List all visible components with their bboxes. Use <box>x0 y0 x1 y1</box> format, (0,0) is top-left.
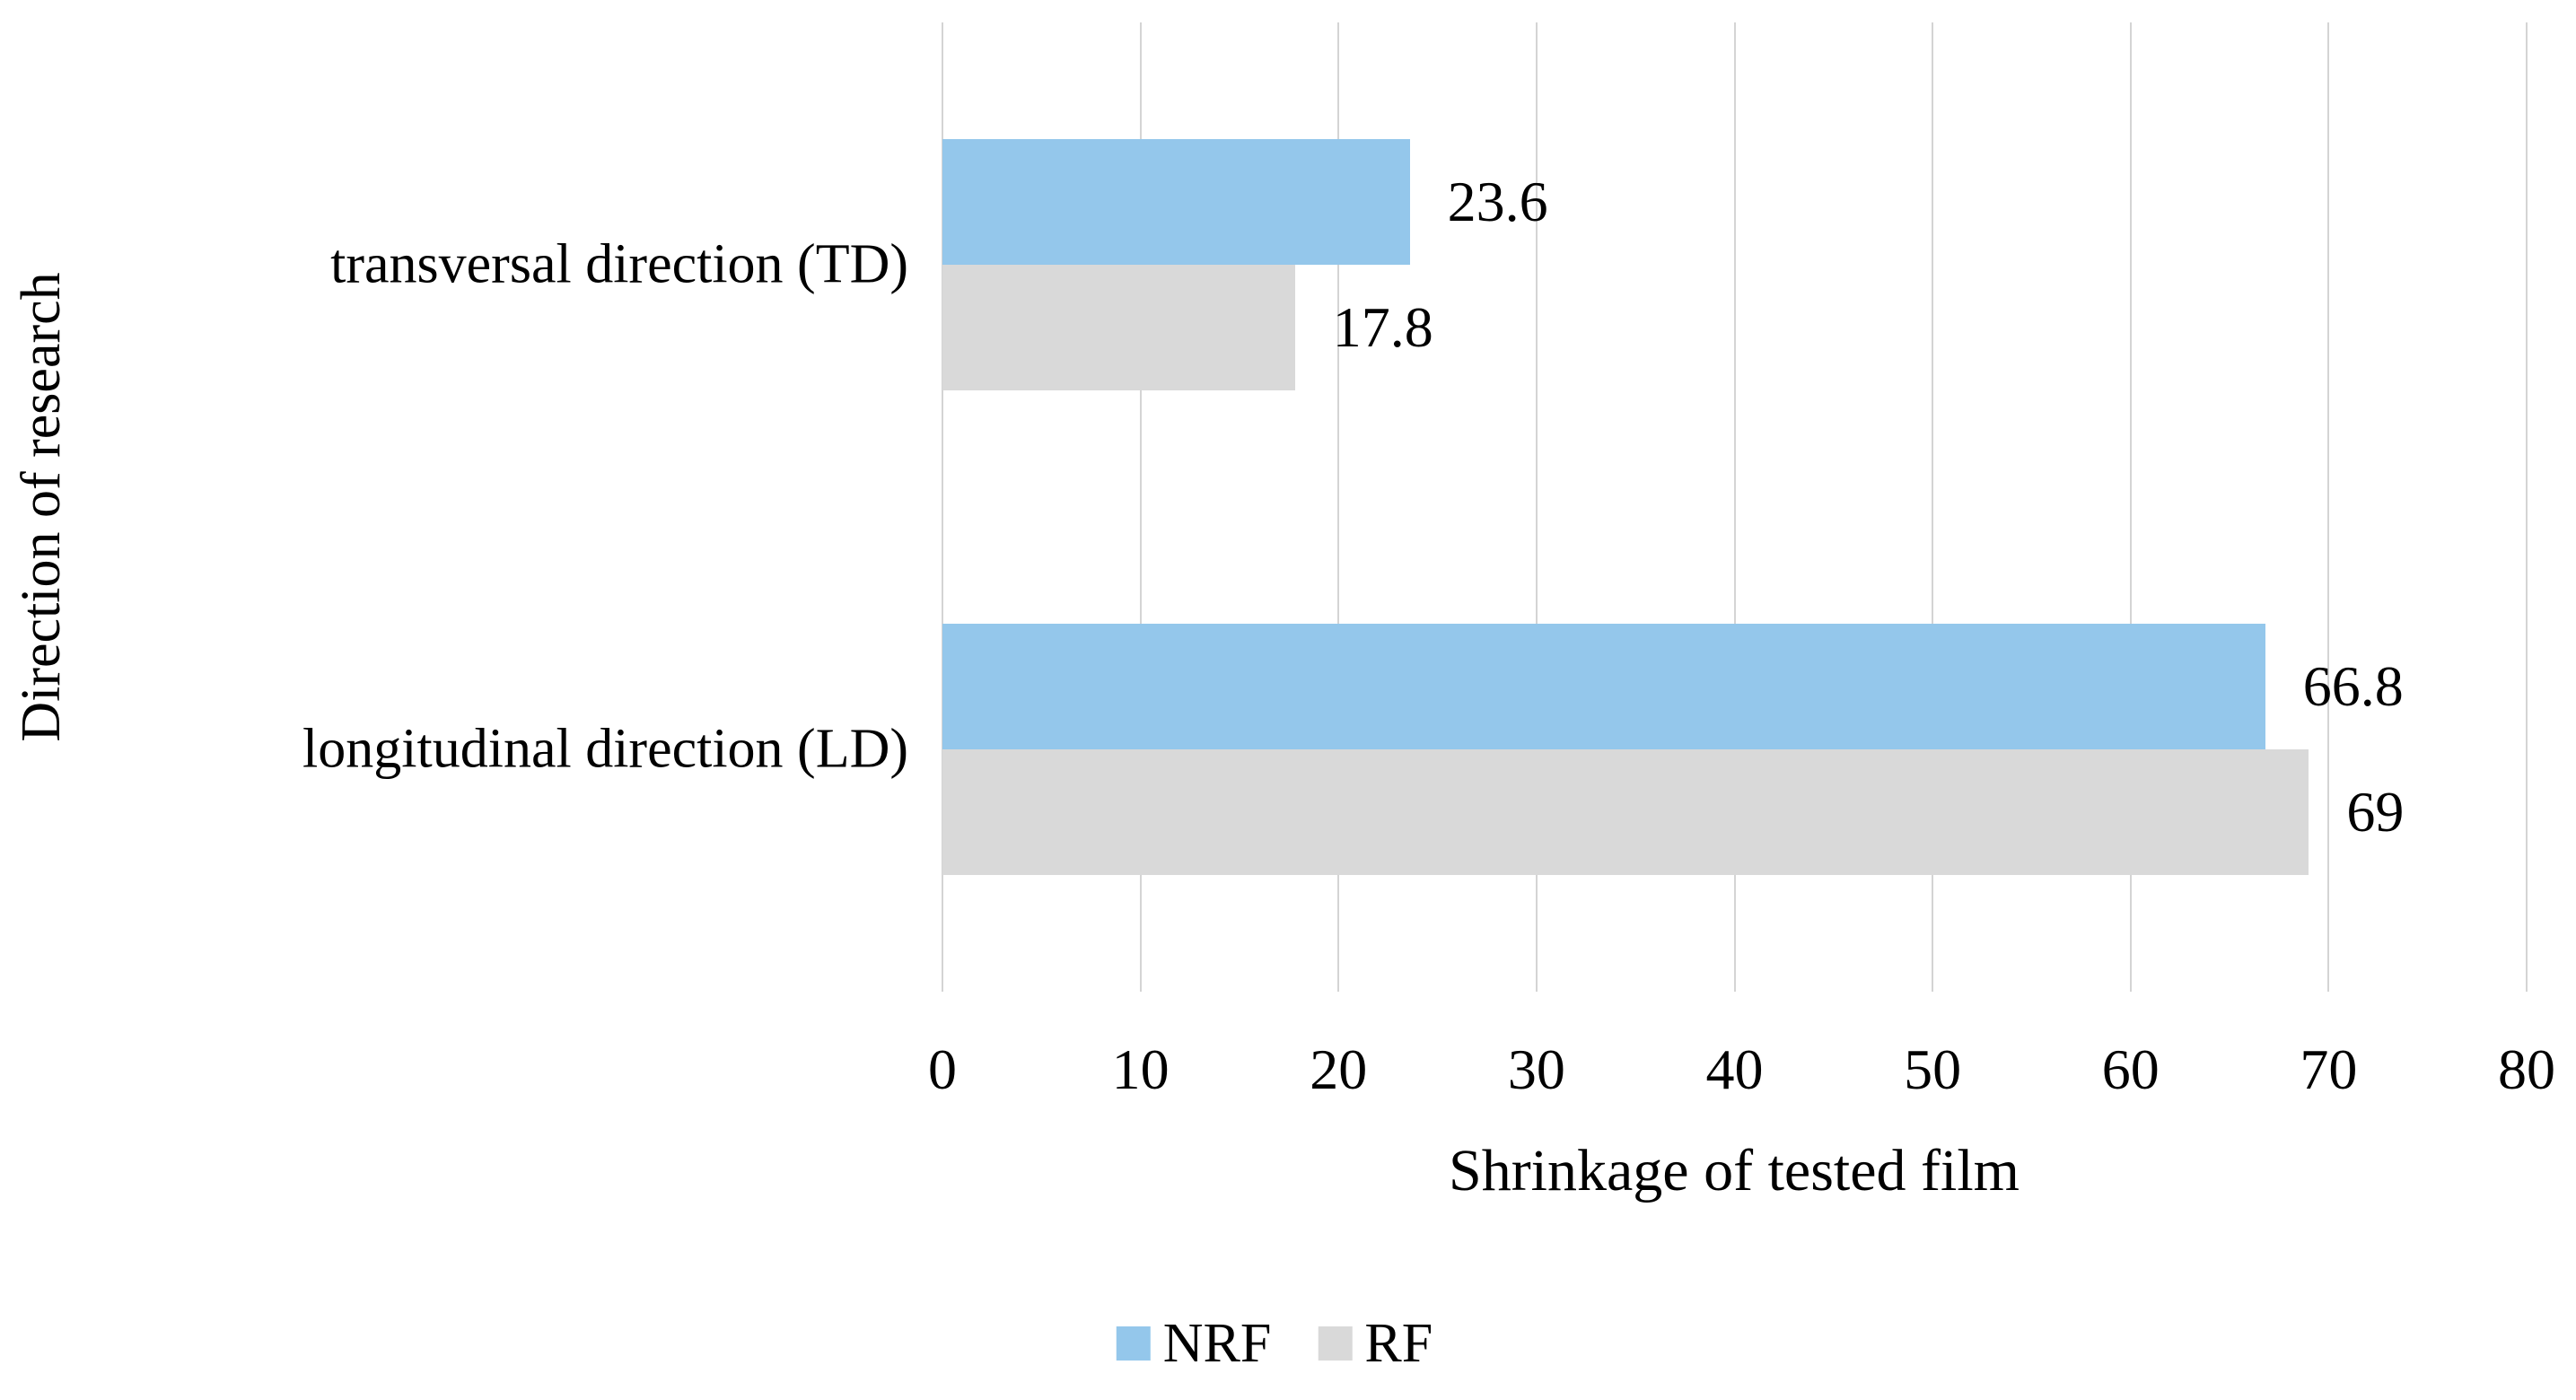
category-label: transversal direction (TD) <box>330 233 908 295</box>
category-label: longitudinal direction (LD) <box>302 718 908 780</box>
legend-label: NRF <box>1162 1313 1272 1374</box>
gridline <box>1139 22 1142 992</box>
legend-swatch-rf <box>1318 1326 1353 1361</box>
x-tick-label: 30 <box>1507 1037 1565 1101</box>
legend-swatch-nrf <box>1116 1326 1151 1361</box>
x-tick-label: 60 <box>2101 1037 2160 1101</box>
legend: NRF RF <box>1116 1313 1433 1374</box>
bar-value-label: 17.8 <box>1332 295 1433 359</box>
gridline <box>2327 22 2330 992</box>
gridline <box>1337 22 1340 992</box>
x-tick-label: 40 <box>1705 1037 1764 1101</box>
gridline <box>1932 22 1934 992</box>
x-tick-label: 10 <box>1111 1037 1170 1101</box>
gridline <box>2526 22 2528 992</box>
bar-value-label: 66.8 <box>2302 654 2404 718</box>
gridline <box>1535 22 1538 992</box>
gridline <box>2129 22 2132 992</box>
x-tick-label: 70 <box>2300 1037 2358 1101</box>
x-tick-label: 20 <box>1310 1037 1368 1101</box>
x-tick-label: 0 <box>928 1037 957 1101</box>
y-axis-title: Direction of research <box>11 272 72 742</box>
legend-entry-nrf: NRF <box>1116 1313 1272 1374</box>
x-tick-label: 50 <box>1904 1037 1962 1101</box>
bar-rf <box>942 749 2309 875</box>
legend-entry-rf: RF <box>1318 1316 1433 1371</box>
x-axis-title: Shrinkage of tested film <box>1448 1138 2020 1203</box>
bar-nrf <box>942 139 1410 265</box>
legend-label: RF <box>1364 1313 1433 1374</box>
bar-value-label: 69 <box>2346 780 2405 844</box>
x-tick-label: 80 <box>2498 1037 2555 1101</box>
gridline <box>1733 22 1736 992</box>
bar-rf <box>942 265 1295 390</box>
bar-value-label: 23.6 <box>1447 170 1548 233</box>
gridline <box>942 22 943 992</box>
bar-nrf <box>942 624 2265 749</box>
